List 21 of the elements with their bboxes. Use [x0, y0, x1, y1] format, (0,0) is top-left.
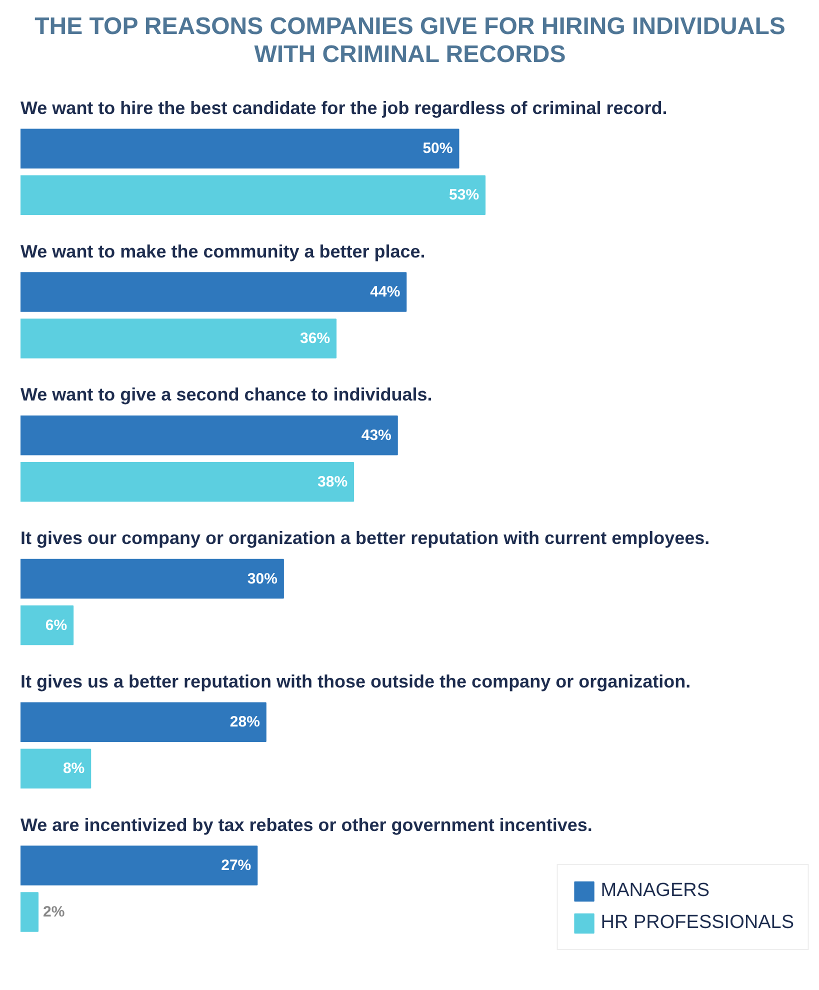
y-tick-label: We want to give a second chance to individuals. [20, 384, 432, 405]
data-label: 6% [45, 616, 68, 634]
data-label: 8% [62, 760, 85, 778]
data-label: 38% [318, 473, 348, 490]
legend-label: MANAGERS [600, 880, 710, 902]
y-tick-label: We want to make the community a better place. [20, 241, 426, 262]
data-label: 44% [370, 284, 400, 301]
data-label: 28% [230, 714, 260, 731]
y-tick-label: We are incentivized by tax rebates or other government incentives. [20, 814, 592, 835]
data-label: 2% [43, 904, 65, 921]
y-tick-label: It gives us a better reputation with those outside the company or organization. [20, 671, 691, 692]
data-label: 36% [300, 330, 330, 348]
data-label: 27% [221, 857, 252, 874]
data-label: 30% [247, 570, 278, 588]
y-tick-label: We want to hire the best candidate for the job regardless of criminal record. [20, 98, 668, 118]
y-tick-label: It gives our company or organization a better reputation with current employees. [20, 528, 710, 548]
data-label: 53% [449, 186, 480, 204]
data-label: 43% [361, 426, 392, 444]
chart-title: THE TOP REASONS COMPANIES GIVE FOR HIRING INDIVIDUALS WITH CRIMINAL RECORDS [34, 13, 786, 68]
legend-label: HR PROFESSIONALS [600, 912, 794, 934]
data-label: 50% [422, 140, 453, 158]
